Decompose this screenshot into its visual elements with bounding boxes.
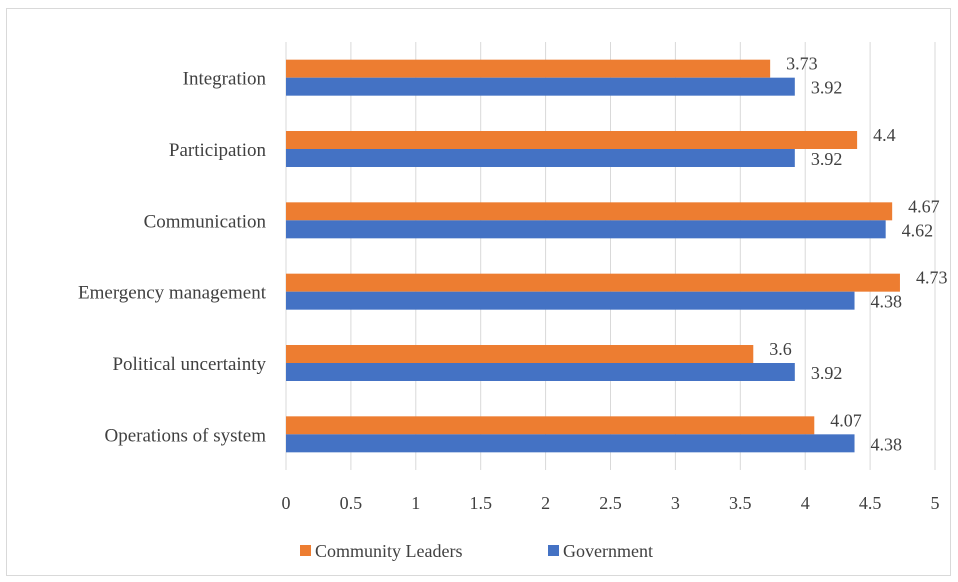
x-tick-label: 0.5 [340,493,363,513]
legend-label: Community Leaders [315,541,462,561]
legend-label: Government [563,541,653,561]
x-tick-label: 3.5 [729,493,752,513]
bars [286,59,900,453]
bar-government [286,220,886,239]
bar-community-leaders [286,345,754,363]
data-label: 3.92 [811,363,843,383]
category-labels: Operations of system Political uncertaint… [78,69,267,447]
bar-community-leaders [286,416,815,435]
bar-community-leaders [286,59,771,78]
data-label: 4.4 [873,125,896,145]
data-label: 3.6 [769,339,792,359]
x-tick-label: 1 [411,493,420,513]
category-label: Political uncertainty [112,354,266,375]
data-label: 4.67 [908,196,940,216]
x-tick-labels: 0 0.5 1 1.5 2 2.5 3 3.5 4 4.5 5 [282,493,940,513]
bar-government [286,291,855,310]
x-tick-label: 0 [282,493,291,513]
x-tick-label: 4 [801,493,810,513]
bar-community-leaders [286,202,893,221]
data-labels: 4.07 4.38 3.6 3.92 4.73 4.38 4.67 4.62 4.4 3.92 3.… [769,54,947,455]
gridlines [285,42,936,470]
category-label: Integration [183,69,267,90]
data-label: 4.73 [916,268,948,288]
data-label: 4.38 [871,292,903,312]
bar-community-leaders [286,273,900,292]
bar-government [286,363,795,381]
data-label: 4.62 [902,220,934,240]
x-tick-label: 1.5 [469,493,492,513]
data-label: 4.38 [871,434,903,454]
data-label: 4.07 [830,410,862,430]
legend-swatch [300,545,311,556]
category-label: Communication [144,211,267,232]
x-tick-label: 5 [931,493,940,513]
x-tick-label: 2 [541,493,550,513]
legend-swatch [548,545,559,556]
x-tick-label: 3 [671,493,680,513]
data-label: 3.92 [811,78,843,98]
category-label: Operations of system [105,425,267,446]
data-label: 3.92 [811,149,843,169]
bar-government [286,149,795,167]
x-tick-label: 4.5 [859,493,882,513]
category-label: Emergency management [78,283,267,304]
category-label: Participation [169,140,267,161]
bar-government [286,434,855,453]
bar-government [286,77,795,96]
data-label: 3.73 [786,54,818,74]
bar-community-leaders [286,131,858,149]
legend: Community Leaders Government [300,541,653,561]
x-tick-label: 2.5 [599,493,622,513]
